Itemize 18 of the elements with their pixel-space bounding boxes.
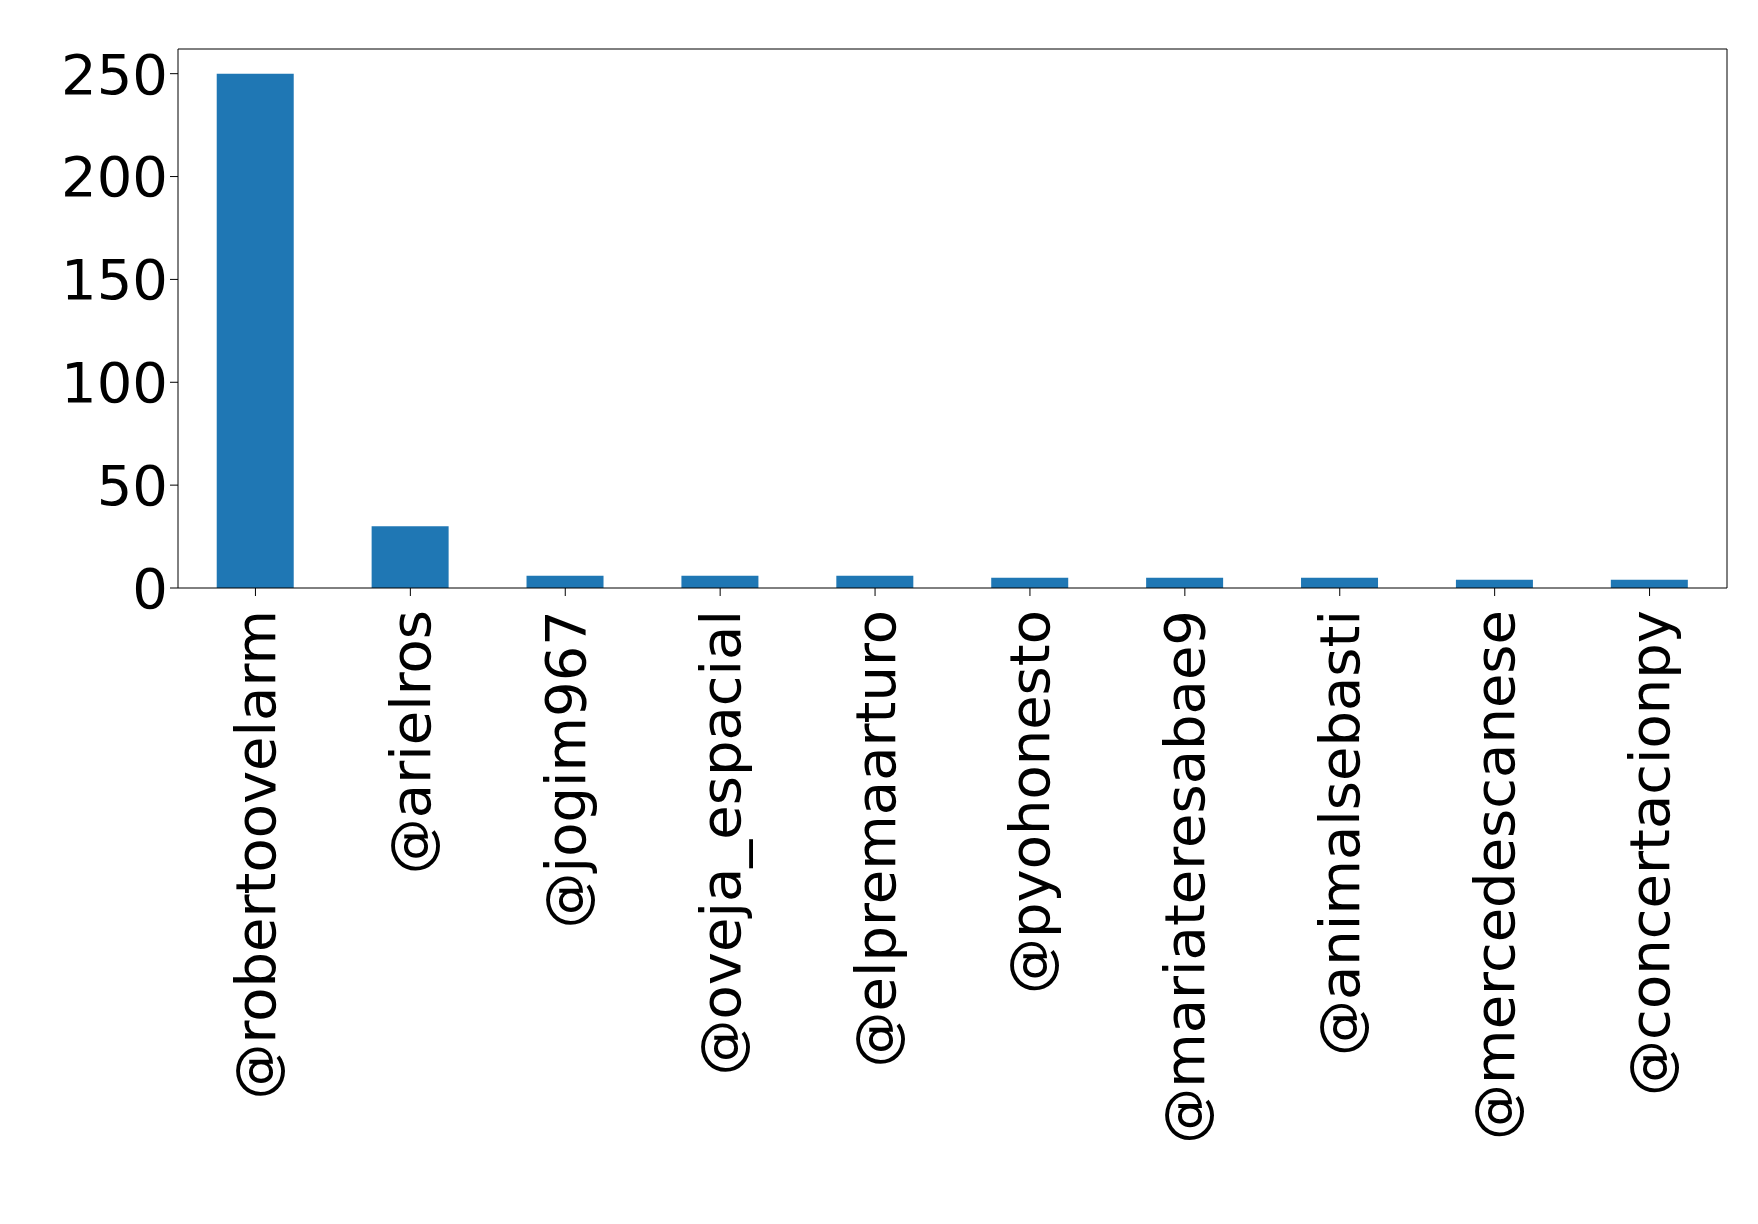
x-tick-label: @mercedescanese [1462,610,1528,1140]
y-tick-label: 150 [61,247,168,313]
x-tick-label: @jogim967 [532,610,598,929]
x-tick-label: @oveja_espacial [687,610,753,1076]
x-tick-label: @animalsebasti [1307,610,1373,1056]
y-tick-label: 250 [61,41,168,107]
x-tick-label: @elpremaarturo [842,610,908,1068]
y-tick-label: 200 [61,144,168,210]
y-tick-label: 50 [96,453,168,519]
x-tick-label: @robertoovelarm [222,610,288,1100]
bar [216,73,294,588]
bar [371,526,449,588]
x-tick-label: @pyohonesto [997,610,1063,995]
y-tick-label: 100 [61,350,168,416]
x-tick-label: @arielros [377,610,443,875]
y-tick-label: 0 [132,555,168,621]
x-tick-label: @concertacionpy [1617,610,1683,1096]
x-tick-label: @mariateresabae9 [1152,610,1218,1144]
